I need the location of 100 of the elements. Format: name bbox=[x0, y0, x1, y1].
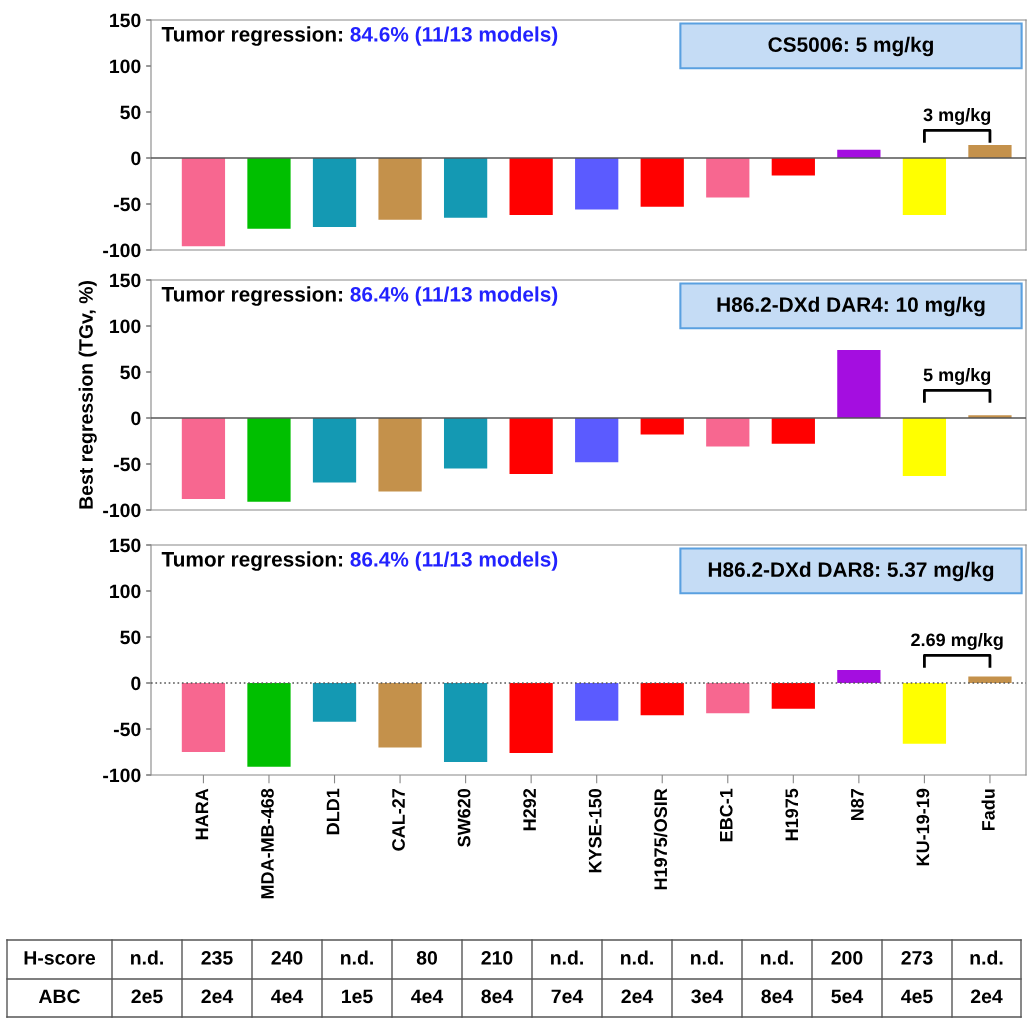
y-axis-title: Best regression (TGv, %) bbox=[78, 281, 97, 509]
y-tick-label: 100 bbox=[110, 319, 141, 334]
text: H-score bbox=[24, 951, 96, 965]
text: 2e4 bbox=[201, 989, 234, 1004]
bar bbox=[706, 418, 750, 447]
x-tick-label: SW620 bbox=[457, 788, 471, 847]
bar bbox=[312, 683, 357, 722]
text: 4e4 bbox=[411, 989, 444, 1004]
bar bbox=[509, 418, 553, 475]
text: 7e4 bbox=[551, 989, 584, 1004]
x-tick-label: Fadu bbox=[981, 789, 995, 831]
y-tick-label: -100 bbox=[103, 503, 141, 518]
bar bbox=[443, 158, 488, 218]
text: n.d. bbox=[970, 950, 1003, 965]
bar bbox=[181, 158, 226, 247]
text: 210 bbox=[481, 950, 513, 965]
bar bbox=[902, 158, 947, 216]
annotation: H86.2-DXd DAR8: 5.37 mg/kg bbox=[708, 561, 994, 582]
text: 8e4 bbox=[761, 989, 794, 1004]
y-tick-label: 150 bbox=[110, 13, 141, 28]
bar bbox=[509, 158, 553, 216]
annotation: 3 mg/kg bbox=[923, 107, 991, 125]
text: 4e4 bbox=[271, 989, 304, 1004]
text: n.d. bbox=[131, 950, 163, 965]
bar bbox=[575, 418, 619, 463]
bar bbox=[640, 158, 684, 207]
text: n.d. bbox=[551, 950, 583, 965]
text: 240 bbox=[271, 950, 303, 965]
x-tick-label: HARA bbox=[195, 788, 209, 840]
bar bbox=[837, 670, 881, 683]
x-tick-label: KYSE-150 bbox=[588, 788, 602, 873]
x-tick-label: N87 bbox=[850, 788, 864, 821]
text: 80 bbox=[416, 950, 438, 965]
bar bbox=[640, 418, 684, 435]
x-tick-label: H292 bbox=[523, 788, 536, 831]
x-tick-label: H1975 bbox=[785, 788, 799, 841]
bar bbox=[378, 158, 422, 220]
text: 2e5 bbox=[131, 989, 163, 1004]
x-tick-label: EBC-1 bbox=[719, 788, 733, 842]
y-tick-label: -100 bbox=[103, 768, 141, 783]
bar bbox=[312, 418, 357, 483]
text: 8e4 bbox=[481, 989, 514, 1004]
annotation: 5 mg/kg bbox=[923, 367, 991, 385]
text: 2e4 bbox=[621, 989, 654, 1004]
bar bbox=[902, 683, 947, 744]
y-tick-label: -50 bbox=[113, 457, 141, 472]
text: 3e4 bbox=[691, 989, 724, 1004]
bar bbox=[706, 683, 750, 714]
bar bbox=[247, 158, 291, 229]
annotation: 2.69 mg/kg bbox=[911, 632, 1003, 650]
bar bbox=[247, 683, 291, 767]
y-tick-label: 100 bbox=[110, 584, 141, 599]
bar bbox=[575, 683, 619, 721]
bar bbox=[771, 418, 815, 444]
bar bbox=[312, 158, 357, 227]
bar bbox=[443, 418, 488, 469]
bar bbox=[509, 683, 553, 753]
x-tick-label: MDA-MB-468 bbox=[261, 788, 274, 899]
text: 1e5 bbox=[342, 989, 373, 1004]
bar bbox=[443, 683, 488, 763]
text: n.d. bbox=[691, 950, 723, 965]
bar bbox=[247, 418, 291, 502]
annotation: H86.2-DXd DAR4: 10 mg/kg bbox=[717, 296, 985, 317]
x-tick-label: KU-19-19 bbox=[916, 788, 930, 866]
y-tick-label: -50 bbox=[113, 197, 141, 212]
bar bbox=[181, 683, 226, 752]
bar bbox=[771, 158, 815, 176]
y-tick-label: 150 bbox=[110, 273, 141, 288]
annotation: Tumor regression: 86.4% (11/13 models) bbox=[161, 551, 558, 571]
y-tick-label: -50 bbox=[113, 722, 141, 737]
x-tick-label: H1975/OSIR bbox=[653, 788, 668, 890]
y-tick-label: 0 bbox=[131, 676, 141, 691]
bar bbox=[181, 418, 226, 499]
y-tick-label: 0 bbox=[131, 411, 141, 426]
text: 200 bbox=[831, 950, 863, 965]
x-tick-label: CAL-27 bbox=[392, 788, 405, 851]
bar bbox=[378, 418, 422, 492]
bar bbox=[378, 683, 422, 748]
y-tick-label: 0 bbox=[131, 151, 141, 166]
bar bbox=[968, 145, 1012, 158]
annotation: CS5006: 5 mg/kg bbox=[768, 36, 933, 57]
bar bbox=[706, 158, 750, 198]
text: 4e5 bbox=[901, 989, 933, 1004]
text: n.d. bbox=[621, 950, 653, 965]
annotation: Tumor regression: 84.6% (11/13 models) bbox=[161, 26, 558, 46]
y-tick-label: 50 bbox=[120, 105, 141, 120]
text: 235 bbox=[201, 950, 233, 965]
x-tick-label: DLD1 bbox=[326, 788, 340, 835]
y-tick-label: 100 bbox=[110, 59, 141, 74]
bar bbox=[837, 349, 881, 418]
text: n.d. bbox=[761, 950, 793, 965]
y-tick-label: 50 bbox=[120, 630, 141, 645]
y-tick-label: 50 bbox=[120, 365, 141, 380]
text: ABC bbox=[38, 989, 81, 1004]
bar bbox=[640, 683, 684, 716]
text: n.d. bbox=[341, 950, 373, 965]
text: 5e4 bbox=[831, 989, 864, 1004]
text: 273 bbox=[901, 950, 933, 965]
annotation: Tumor regression: 86.4% (11/13 models) bbox=[161, 286, 558, 306]
bar bbox=[902, 418, 947, 476]
